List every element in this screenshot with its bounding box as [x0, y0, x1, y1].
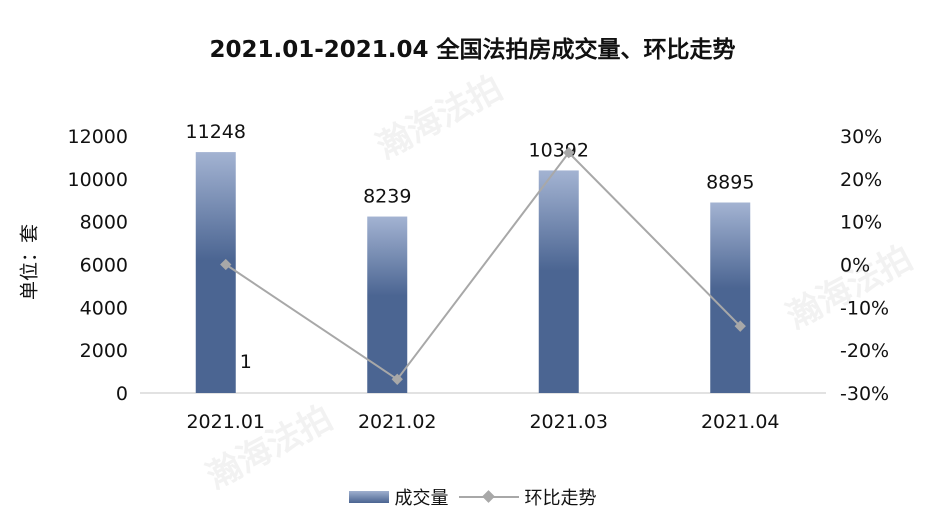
x-tick-label: 2021.01 — [186, 411, 265, 433]
legend-label-volume: 成交量 — [394, 488, 449, 509]
bar-value-label: 8895 — [706, 171, 754, 193]
mom-line — [225, 151, 741, 381]
chart-title: 2021.01-2021.04 全国法拍房成交量、环比走势 — [209, 37, 736, 63]
y-tick-label: 4000 — [80, 297, 128, 319]
y2-tick-label: 20% — [840, 169, 882, 191]
y2-tick-label: 10% — [840, 212, 882, 234]
mom-point — [734, 320, 746, 332]
bar — [710, 202, 751, 393]
y2-tick-label: -30% — [840, 383, 889, 405]
y-tick-label: 8000 — [80, 212, 128, 234]
x-tick-label: 2021.03 — [529, 411, 608, 433]
bar-value-label: 11248 — [186, 121, 246, 143]
y2-tick-label: -20% — [840, 340, 889, 362]
y-tick-label: 6000 — [80, 255, 128, 277]
legend-label-mom: 环比走势 — [524, 488, 597, 509]
bar-value-label: 10392 — [529, 139, 589, 161]
mom-point — [220, 258, 232, 271]
x-tick-label: 2021.02 — [358, 411, 437, 433]
y2-tick-label: 30% — [840, 126, 882, 148]
bar — [195, 152, 236, 393]
y2-tick-label: -10% — [840, 297, 889, 319]
bar — [538, 170, 579, 393]
legend-item-mom: 环比走势 — [458, 484, 597, 510]
y-tick-label: 2000 — [80, 340, 128, 362]
annotation-label: 1 — [240, 351, 252, 373]
y-tick-label: 10000 — [68, 169, 128, 191]
y-tick-label: 12000 — [68, 126, 128, 148]
y-tick-label: 0 — [116, 383, 128, 405]
bar — [367, 216, 408, 393]
mom-point — [391, 373, 403, 385]
y2-tick-label: 0% — [840, 255, 870, 277]
legend-bar-swatch — [348, 491, 389, 503]
legend-item-volume: 成交量 — [348, 484, 449, 510]
legend-line-swatch — [458, 490, 519, 504]
mom-point — [563, 147, 575, 159]
legend: 成交量 环比走势 — [0, 484, 945, 510]
x-tick-label: 2021.04 — [701, 411, 780, 433]
bar-value-label: 8239 — [363, 186, 411, 208]
